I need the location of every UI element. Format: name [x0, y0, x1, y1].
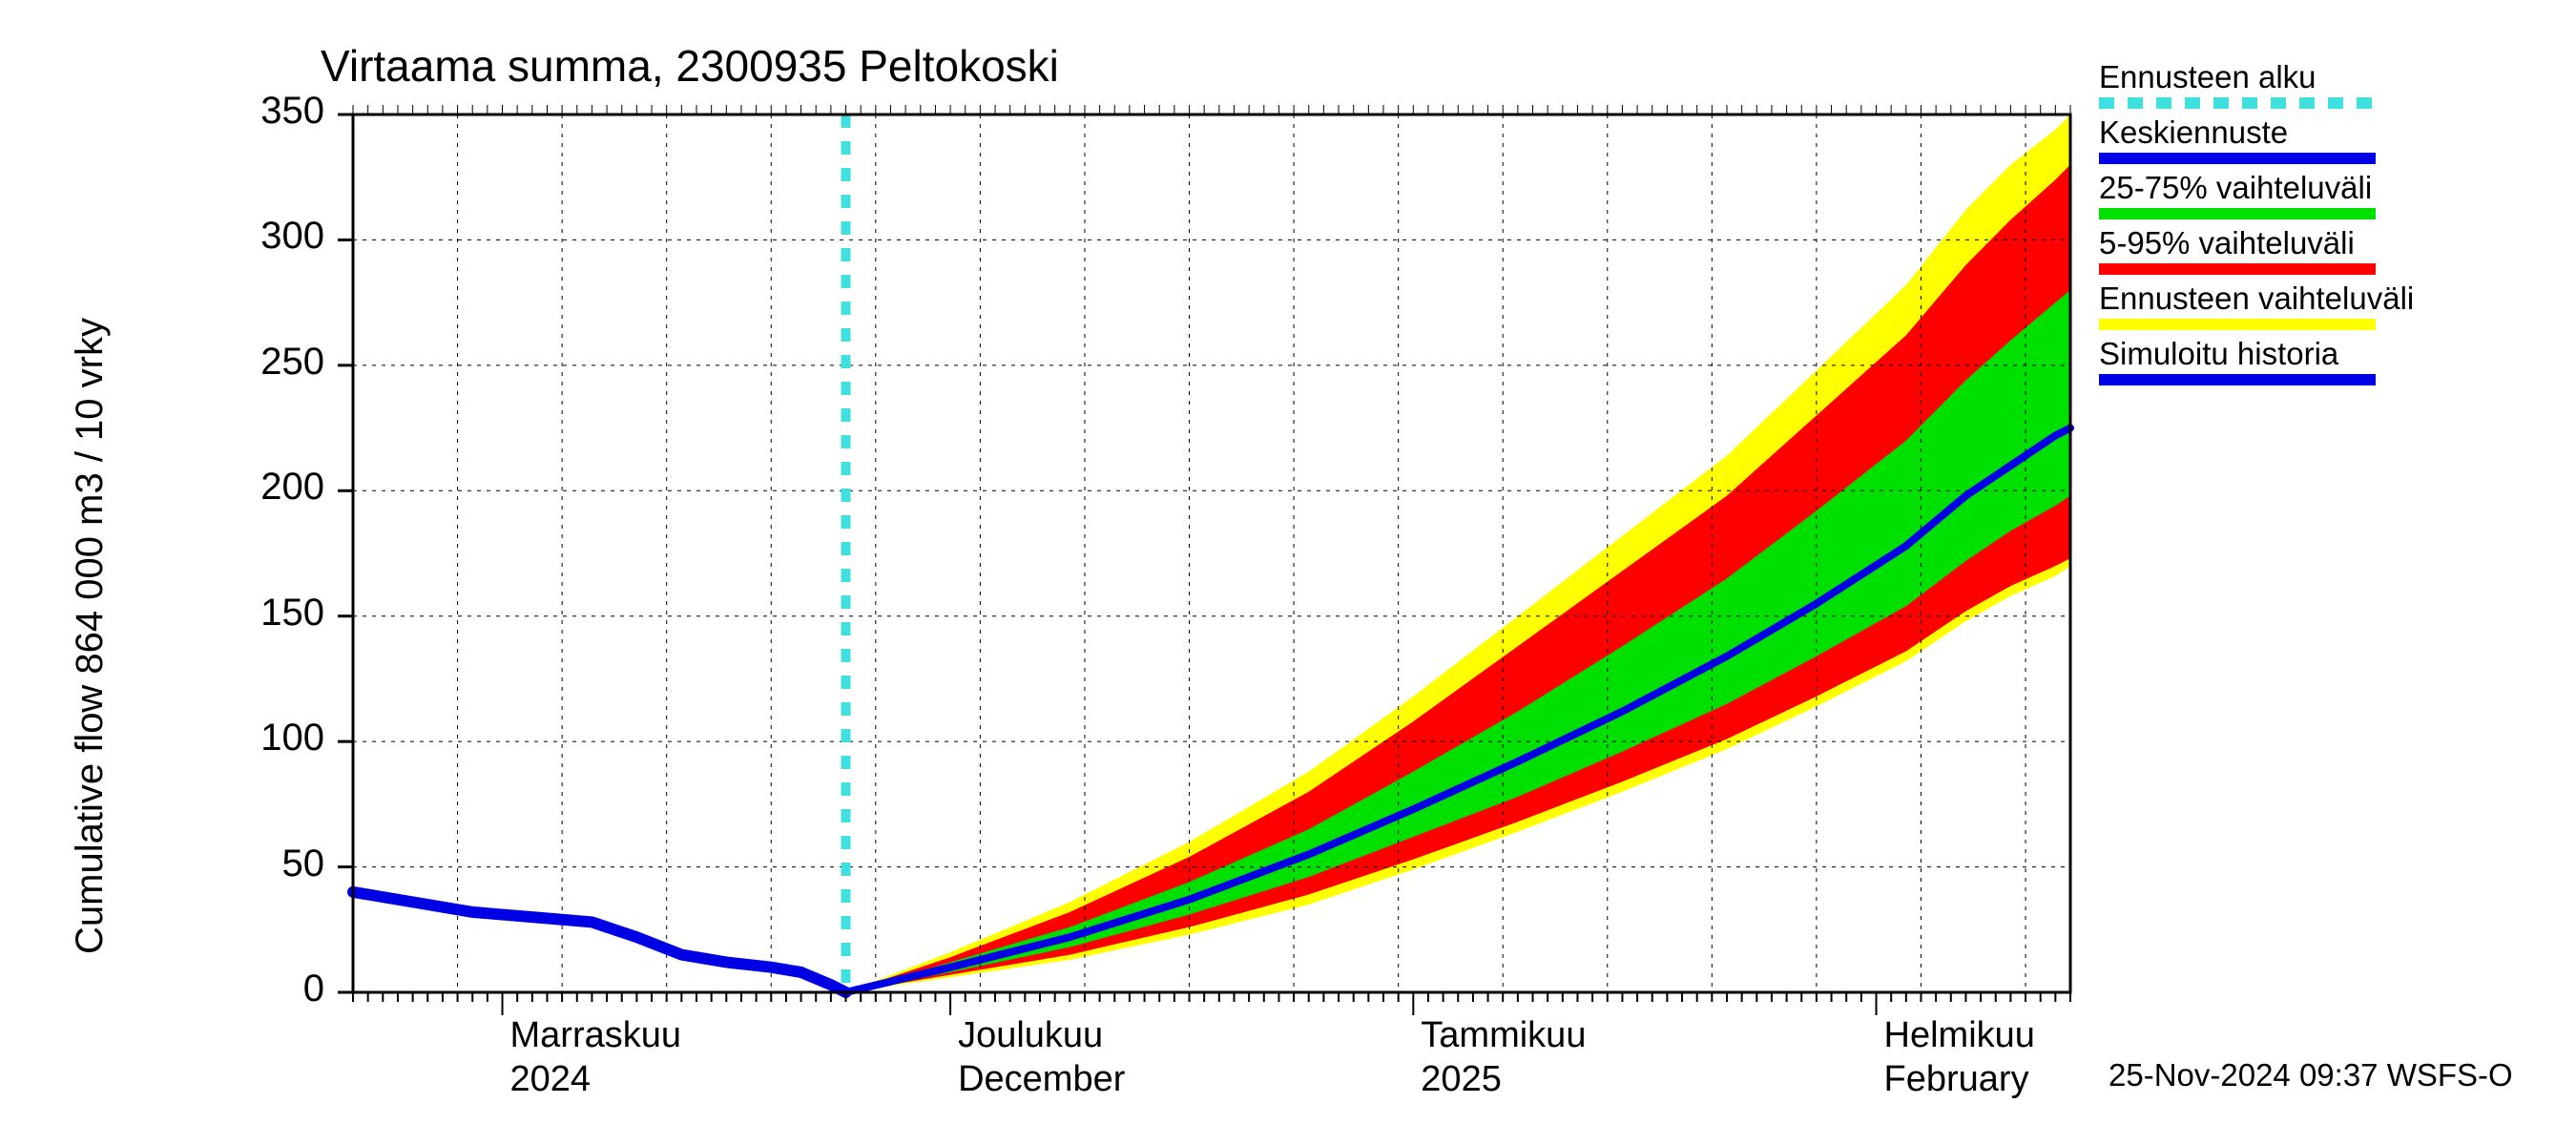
legend-item: Ennusteen vaihteluväli: [2099, 281, 2414, 330]
y-tick-label: 0: [172, 968, 324, 1010]
y-tick-label: 50: [172, 843, 324, 885]
legend-label: Ennusteen vaihteluväli: [2099, 281, 2414, 317]
x-tick-label-line1: Marraskuu: [510, 1015, 682, 1056]
x-tick-label-line1: Tammikuu: [1421, 1015, 1586, 1056]
legend-item: 5-95% vaihteluväli: [2099, 225, 2414, 275]
legend-item: Simuloitu historia: [2099, 336, 2414, 385]
legend-item: Keskiennuste: [2099, 114, 2414, 164]
y-tick-label: 350: [172, 90, 324, 133]
x-tick-label-line1: Joulukuu: [958, 1015, 1103, 1056]
history-line: [353, 892, 846, 992]
legend-item: Ennusteen alku: [2099, 59, 2414, 109]
timestamp: 25-Nov-2024 09:37 WSFS-O: [2109, 1057, 2513, 1093]
legend-swatch: [2099, 319, 2376, 330]
legend-item: 25-75% vaihteluväli: [2099, 170, 2414, 219]
x-tick-label-line2: 2025: [1421, 1059, 1502, 1100]
legend-label: 25-75% vaihteluväli: [2099, 170, 2414, 206]
y-tick-label: 100: [172, 717, 324, 760]
x-tick-label-line2: 2024: [510, 1059, 592, 1100]
x-tick-label-line1: Helmikuu: [1884, 1015, 2035, 1056]
legend-swatch: [2099, 374, 2376, 385]
legend-swatch: [2099, 153, 2376, 164]
legend: Ennusteen alku Keskiennuste 25-75% vaihtel…: [2099, 59, 2414, 391]
x-tick-label-line2: February: [1884, 1059, 2029, 1100]
y-tick-label: 250: [172, 341, 324, 384]
legend-label: Keskiennuste: [2099, 114, 2414, 151]
y-tick-label: 300: [172, 215, 324, 258]
y-tick-label: 150: [172, 592, 324, 635]
legend-swatch: [2099, 208, 2376, 219]
x-tick-label-line2: December: [958, 1059, 1125, 1100]
legend-label: Ennusteen alku: [2099, 59, 2414, 95]
legend-swatch: [2099, 97, 2376, 109]
legend-label: 5-95% vaihteluväli: [2099, 225, 2414, 261]
chart-container: Virtaama summa, 2300935 Peltokoski Cumul…: [0, 0, 2576, 1145]
legend-swatch: [2099, 263, 2376, 275]
y-tick-label: 200: [172, 466, 324, 509]
legend-label: Simuloitu historia: [2099, 336, 2414, 372]
